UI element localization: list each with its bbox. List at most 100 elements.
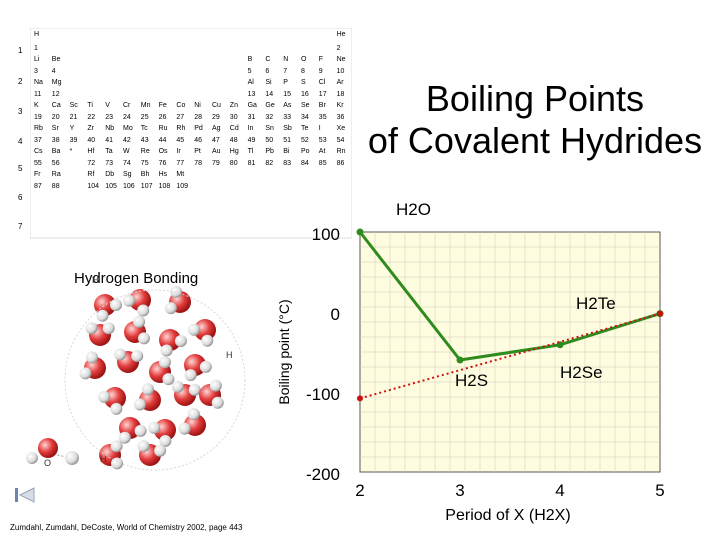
water-molecule: [99, 440, 124, 470]
ptable-cell: Na: [34, 79, 43, 86]
ptable-cell: At: [319, 148, 326, 155]
water-molecule: [148, 419, 176, 447]
ptable-cell: 5: [248, 68, 252, 75]
ptable-cell: 43: [141, 137, 149, 144]
ptable-cell: 32: [265, 114, 273, 121]
ptable-cell: 88: [52, 183, 60, 190]
ptable-cell: Y: [70, 125, 75, 132]
ptable-cell: 28: [194, 114, 202, 121]
ptable-cell: Ni: [194, 102, 201, 109]
ptable-cell: Hf: [87, 148, 94, 155]
ptable-cell: C: [265, 56, 270, 63]
ptable-cell: I: [319, 125, 321, 132]
ptable-cell: 31: [248, 114, 256, 121]
atom-label: H: [100, 454, 107, 464]
ptable-cell: 49: [248, 137, 256, 144]
ptable-cell: Al: [248, 79, 255, 86]
ptable-cell: Sr: [52, 125, 60, 132]
ptable-cell: Cr: [123, 102, 131, 109]
ptable-cell: Co: [176, 102, 185, 109]
ptable-cell: Zn: [230, 102, 238, 109]
ptable-cell: 18: [337, 91, 345, 98]
water-molecule: [184, 354, 212, 382]
water-molecule: [199, 379, 224, 409]
ptable-cell: Si: [265, 79, 272, 86]
ptable-cell: 12: [52, 91, 60, 98]
period-number: 4: [18, 137, 23, 146]
ptable-cell: 83: [283, 160, 291, 167]
ptable-cell: 81: [248, 160, 256, 167]
ptable-cell: 17: [319, 91, 327, 98]
x-tick-label: 4: [555, 481, 564, 500]
data-point: [357, 395, 363, 402]
ptable-cell: Mt: [176, 171, 184, 178]
ptable-cell: 27: [176, 114, 184, 121]
ptable-cell: 15: [283, 91, 291, 98]
ptable-cell: 104: [87, 183, 99, 190]
ptable-cell: 42: [123, 137, 131, 144]
ptable-cell: Pb: [265, 148, 274, 155]
title-line-2: of Covalent Hydrides: [367, 120, 703, 161]
ptable-cell: 77: [176, 160, 184, 167]
ptable-cell: Ar: [337, 79, 345, 86]
period-number: 6: [18, 193, 23, 202]
ptable-cell: Ge: [265, 102, 274, 109]
x-tick-label: 3: [455, 481, 464, 500]
ptable-cell: P: [283, 79, 288, 86]
atom-label: H: [92, 275, 99, 285]
water-molecule: [85, 322, 115, 346]
ptable-cell: 3: [34, 68, 38, 75]
ptable-cell: Au: [212, 148, 221, 155]
y-tick-label: -200: [306, 465, 340, 484]
ptable-cell: Mg: [52, 79, 62, 86]
water-molecule: [118, 417, 147, 444]
ptable-cell: Te: [301, 125, 309, 132]
y-axis-label: Boiling point (°C): [276, 299, 292, 404]
ptable-cell: Po: [301, 148, 310, 155]
ptable-cell: 78: [194, 160, 202, 167]
ptable-cell: 45: [176, 137, 184, 144]
ptable-cell: 79: [212, 160, 220, 167]
y-tick-label: 0: [331, 305, 340, 324]
ptable-cell: Ti: [87, 102, 93, 109]
ptable-cell: K: [34, 102, 39, 109]
ptable-cell: Mn: [141, 102, 151, 109]
ptable-cell: 7: [283, 68, 287, 75]
ptable-cell: Nb: [105, 125, 114, 132]
atom-label: O: [44, 458, 51, 468]
ptable-cell: Ir: [176, 148, 181, 155]
ptable-cell: 38: [52, 137, 60, 144]
water-molecule: [149, 356, 175, 386]
ptable-cell: Rn: [337, 148, 346, 155]
x-tick-label: 5: [655, 481, 664, 500]
ptable-cell: Hg: [230, 148, 239, 155]
hydrogen-bonding-label: Hydrogen Bonding: [74, 270, 199, 287]
ptable-cell: Sc: [70, 102, 79, 109]
ptable-cell: 37: [34, 137, 42, 144]
ptable-cell: 35: [319, 114, 327, 121]
ptable-cell: 1: [34, 45, 38, 52]
ptable-cell: 10: [337, 68, 345, 75]
x-axis-label: Period of X (H2X): [445, 507, 570, 524]
first-slide-icon[interactable]: [14, 486, 36, 504]
ptable-cell: 30: [230, 114, 238, 121]
ptable-cell: 29: [212, 114, 220, 121]
ptable-cell: He: [337, 31, 346, 38]
ptable-cell: 36: [337, 114, 345, 121]
water-molecule: [164, 285, 191, 315]
ptable-cell: Re: [141, 148, 150, 155]
ptable-cell: 76: [159, 160, 167, 167]
ptable-cell: Kr: [337, 102, 345, 109]
ptable-cell: 105: [105, 183, 117, 190]
ptable-cell: 82: [265, 160, 273, 167]
ptable-cell: Fe: [159, 102, 167, 109]
ptable-cell: Sb: [283, 125, 292, 132]
water-molecule: [114, 348, 144, 373]
ptable-cell: 39: [70, 137, 78, 144]
citation: Zumdahl, Zumdahl, DeCoste, World of Chem…: [10, 523, 243, 532]
ptable-cell: 13: [248, 91, 256, 98]
ptable-cell: B: [248, 56, 253, 63]
ptable-cell: Ne: [337, 56, 346, 63]
water-molecule: [137, 440, 167, 466]
ptable-cell: O: [301, 56, 307, 63]
